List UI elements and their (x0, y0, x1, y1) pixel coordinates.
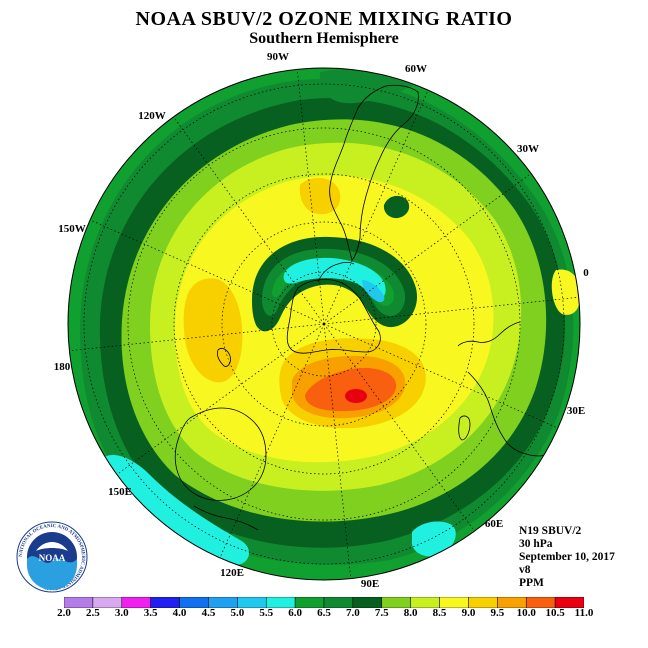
label-120w: 120W (138, 110, 166, 122)
noaa-logo: NATIONAL OCEANIC AND ATMOSPHERIC ADMINIS… (16, 521, 88, 593)
coast-new-zealand (217, 348, 231, 367)
label-150e: 150E (108, 486, 132, 498)
colorbar-label: 6.0 (288, 607, 302, 619)
lat-circle-60S (173, 173, 475, 475)
label-60w: 60W (405, 63, 427, 75)
label-150w: 150W (58, 223, 86, 235)
coast-madagascar (458, 415, 471, 441)
colorbar-label: 3.0 (114, 607, 129, 619)
meridian-line (323, 296, 580, 325)
logo-gull (36, 542, 68, 551)
coast-indonesia (193, 505, 259, 531)
meridian-line (113, 323, 325, 478)
meridian-line (323, 323, 562, 431)
info-version: v8 (519, 564, 531, 576)
meridian-line (86, 217, 325, 325)
coast-australia (174, 407, 267, 501)
info-units: PPM (519, 577, 544, 589)
label-30e: 30E (567, 405, 585, 417)
ozone-field (68, 68, 580, 580)
colorbar-label: 8.5 (432, 607, 447, 619)
info-level: 30 hPa (519, 538, 553, 550)
meridian-line (68, 323, 325, 352)
patch-9-0-west (183, 278, 243, 383)
colorbar-label: 4.0 (172, 607, 187, 619)
logo-text: NOAA (39, 553, 66, 563)
map-subtitle: Southern Hemisphere (249, 30, 399, 47)
colorbar (64, 597, 584, 608)
colorbar-label: 10.5 (545, 607, 565, 619)
lat-circle-50S (127, 127, 521, 521)
info-date: September 10, 2017 (519, 551, 615, 563)
colorbar-label: 10.0 (516, 607, 536, 619)
colorbar-label: 11.0 (574, 607, 594, 619)
meridian-line (323, 170, 535, 325)
colorbar-label: 7.0 (346, 607, 360, 619)
patch-10-0 (305, 367, 397, 412)
label-180: 180 (54, 361, 71, 373)
patch-low-south-east (411, 521, 456, 557)
vortex-core-5-5 (283, 257, 386, 299)
graticule (68, 68, 580, 580)
colorbar-label: 2.5 (86, 607, 100, 619)
logo-wave (27, 556, 77, 590)
coast-antarctica (286, 279, 381, 354)
label-120e: 120E (220, 567, 244, 579)
longitude-labels: 90W 60W 120W 30W 150W 0 180 30E 150E 60E… (54, 51, 590, 590)
colorbar-label: 8.0 (403, 607, 418, 619)
colorbar-label: 5.0 (230, 607, 245, 619)
meridian-line (323, 323, 478, 535)
meridian-line (323, 323, 352, 580)
map-title: NOAA SBUV/2 OZONE MIXING RATIO (135, 8, 513, 30)
map-boundary (67, 67, 581, 581)
colorbar-label: 9.0 (461, 607, 476, 619)
info-instrument: N19 SBUV/2 (519, 525, 582, 537)
colorbar-label: 2.0 (57, 607, 71, 619)
patch-10-5 (345, 389, 367, 403)
patch-east-yellow (551, 269, 580, 315)
vortex-core-5-0 (362, 280, 385, 303)
patch-low-north-dark (383, 195, 410, 219)
patch-low-west (98, 455, 250, 565)
colorbar-label: 9.5 (490, 607, 505, 619)
coast-south-america (329, 84, 419, 261)
meridian-line (217, 323, 325, 562)
lat-circle-70S (221, 221, 427, 427)
label-60e: 60E (485, 518, 503, 530)
colorbar-label: 6.5 (317, 607, 331, 619)
lat-circle-80S (271, 271, 377, 377)
info-block: N19 SBUV/2 30 hPa September 10, 2017 v8 … (519, 525, 615, 590)
label-90e: 90E (361, 578, 379, 590)
meridian-line (296, 68, 325, 325)
label-0: 0 (583, 267, 589, 279)
colorbar-label: 3.5 (143, 607, 158, 619)
meridian-line (323, 86, 431, 325)
colorbar-labels: 2.0 2.5 3.0 3.5 4.0 4.5 5.0 5.5 6.0 6.5 7.0 7.5 8.0 8… (0, 607, 648, 623)
coast-antarctic-peninsula (317, 262, 355, 283)
label-90w: 90W (267, 51, 289, 63)
label-30w: 30W (517, 143, 539, 155)
meridian-line (170, 113, 325, 325)
colorbar-label: 7.5 (374, 607, 389, 619)
colorbar-label: 5.5 (259, 607, 274, 619)
lat-circle-40S (83, 83, 565, 565)
colorbar-swatch (554, 597, 584, 608)
coast-africa-north (457, 321, 521, 347)
colorbar-label: 4.5 (201, 607, 216, 619)
